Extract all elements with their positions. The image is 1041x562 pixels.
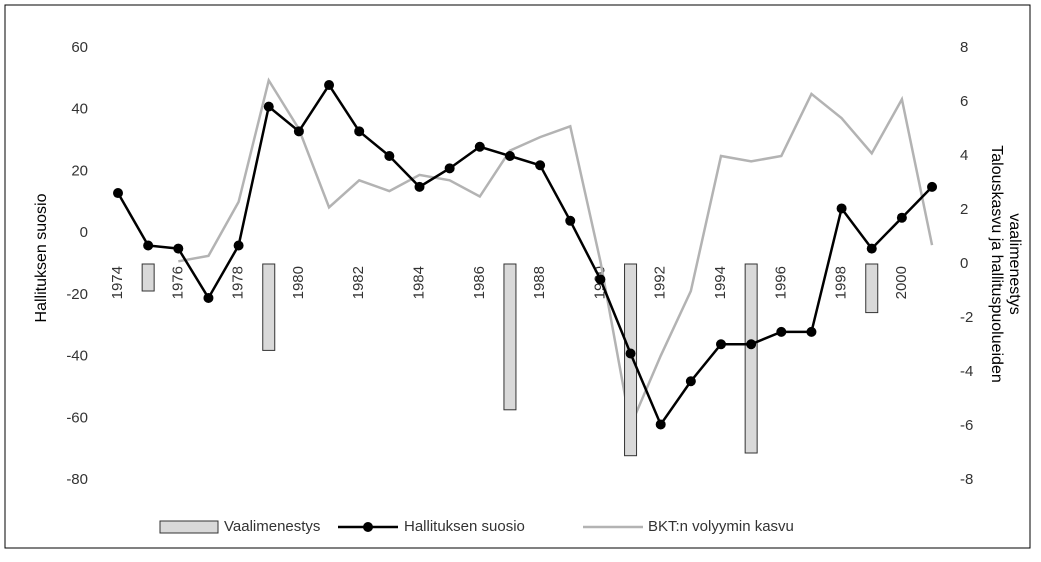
marker [203,292,214,303]
x-tick-label: 2000 [893,266,910,299]
y-tick-label: 0 [80,224,88,241]
bar [503,263,517,411]
marker [233,240,244,251]
y-tick-label: -60 [66,409,88,426]
y-axis-title: Hallituksen suosio [33,193,50,322]
x-tick-label: 1976 [169,266,186,299]
x-tick-label: 1978 [230,266,247,299]
bar [262,263,276,351]
y2-tick-label: -8 [960,471,973,488]
marker [776,326,787,337]
marker [716,339,726,350]
line [178,77,934,431]
y2-tick-label: 4 [960,147,968,164]
marker [896,212,907,223]
y2-tick-label: 8 [960,39,968,56]
marker [474,141,485,152]
y-tick-label: 40 [71,101,88,118]
y2-tick-label: -6 [960,417,973,434]
x-tick-label: 1992 [652,266,669,299]
legend-swatch [363,522,373,532]
y-tick-label: -80 [66,471,88,488]
bar [744,263,758,454]
bar [141,263,155,292]
marker [565,215,576,226]
x-tick-label: 1980 [290,266,307,299]
x-tick-label: 1998 [833,266,850,299]
bar [865,263,879,314]
y-tick-label: 20 [71,162,88,179]
marker [866,243,877,254]
marker [595,274,606,285]
line [116,82,933,428]
x-tick-label: 1984 [410,266,427,299]
legend-swatch [159,520,219,534]
y-tick-label: -40 [66,348,88,365]
y2-axis-title: Talouskasvu ja hallituspuolueiden [988,145,1005,383]
marker [504,151,515,161]
y-tick-label: -20 [66,286,88,303]
marker [444,163,455,174]
marker [535,160,546,171]
y2-tick-label: -2 [960,309,973,326]
marker [384,151,395,161]
marker [354,126,365,137]
x-tick-label: 1982 [350,266,367,299]
marker [113,188,123,199]
marker [836,203,847,214]
marker [293,126,304,137]
marker [625,348,636,359]
x-tick-label: 1988 [531,266,548,299]
marker [263,101,274,112]
marker [324,80,335,91]
y2-tick-label: 0 [960,255,968,272]
y2-tick-label: 6 [960,93,968,110]
legend-label: Hallituksen suosio [404,518,525,535]
bar [624,263,638,457]
legend-label: Vaalimenestys [224,518,320,535]
x-tick-label: 1986 [471,266,488,299]
marker [173,243,184,254]
frame [4,4,1031,549]
y-tick-label: 60 [71,39,88,56]
legend-label: BKT:n volyymin kasvu [648,518,794,535]
marker [143,240,154,251]
y2-tick-label: -4 [960,363,973,380]
y2-axis-title: vaalimenestys [1006,213,1023,314]
x-tick-label: 1994 [712,266,729,299]
x-tick-label: 1996 [772,266,789,299]
marker [414,181,425,192]
x-tick-label: 1974 [109,266,126,299]
marker [806,326,817,337]
marker [746,339,757,350]
marker [927,181,938,192]
marker [655,419,666,430]
y2-tick-label: 2 [960,201,968,218]
marker [685,376,696,387]
